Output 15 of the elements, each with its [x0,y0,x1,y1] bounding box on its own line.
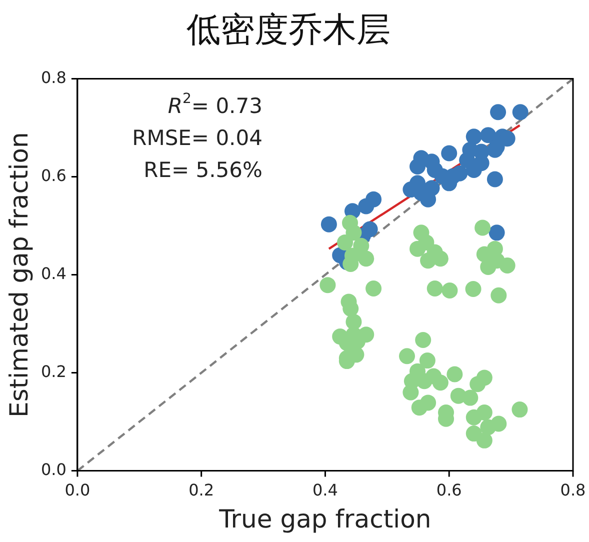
y-tick-label: 0.4 [40,264,66,283]
y-tick-label: 0.6 [40,166,66,185]
y-tick-label: 0.2 [40,362,66,381]
annotation: RE= 5.56% [144,158,262,182]
x-tick-label: 0.0 [64,480,90,500]
y-tick-label: 0.8 [40,68,66,87]
x-axis-title: True gap fraction [218,504,432,534]
chart-title: 低密度乔木层 [186,10,390,50]
x-tick-label: 0.8 [560,480,586,500]
annotation: RMSE= 0.04 [132,126,262,150]
x-tick-label: 0.6 [436,480,462,500]
x-tick-label: 0.4 [312,480,338,500]
y-tick-label: 0.0 [40,460,66,479]
x-tick-label: 0.2 [188,480,214,500]
y-axis-title: Estimated gap fraction [4,132,34,418]
